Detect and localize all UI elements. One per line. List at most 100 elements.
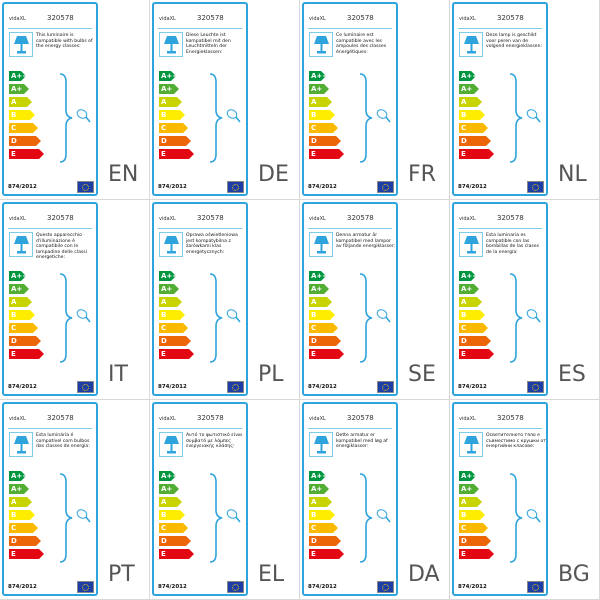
model-number: 320578 bbox=[347, 214, 374, 222]
brand-name: vidaXL bbox=[159, 416, 176, 422]
energy-class-bar: A bbox=[309, 497, 332, 507]
lamp-icon bbox=[159, 32, 183, 57]
compatibility-text: Αυτό το φωτιστικό είναι συμβατό με λάμπε… bbox=[186, 433, 243, 450]
compatibility-text: Deze lamp is geschikt voor peren van de … bbox=[486, 33, 543, 50]
brand-name: vidaXL bbox=[9, 416, 26, 422]
regulation-number: 874/2012 bbox=[158, 184, 187, 190]
eu-flag-icon bbox=[377, 381, 394, 393]
energy-label-panel: vidaXL 320578 Questo apparecchio d'illum… bbox=[0, 200, 150, 400]
divider bbox=[158, 228, 242, 229]
lamp-icon bbox=[309, 232, 333, 257]
language-code: PT bbox=[108, 562, 135, 587]
energy-class-bar: D bbox=[309, 536, 341, 546]
energy-class-bar: B bbox=[9, 110, 35, 120]
regulation-number: 874/2012 bbox=[158, 384, 187, 390]
model-number: 320578 bbox=[197, 14, 224, 22]
energy-class-bar: E bbox=[459, 549, 494, 559]
regulation-number: 874/2012 bbox=[458, 384, 487, 390]
energy-class-bar: D bbox=[9, 536, 41, 546]
lamp-icon bbox=[309, 32, 333, 57]
energy-class-bar: D bbox=[459, 536, 491, 546]
energy-class-bar: E bbox=[9, 349, 44, 359]
lamp-icon bbox=[159, 232, 183, 257]
energy-class-bar: B bbox=[309, 310, 335, 320]
divider bbox=[8, 428, 92, 429]
energy-class-bar: E bbox=[159, 549, 194, 559]
compatibility-text: Dette armatur er kompatibel med løg af e… bbox=[336, 433, 388, 450]
energy-class-bar: E bbox=[9, 549, 44, 559]
energy-class-bar: C bbox=[9, 523, 38, 533]
energy-class-bar: A bbox=[309, 297, 332, 307]
eu-flag-icon bbox=[527, 581, 544, 593]
model-number: 320578 bbox=[47, 14, 74, 22]
divider bbox=[308, 28, 392, 29]
label-card: vidaXL 320578 This luminaire is compatib… bbox=[2, 2, 98, 196]
brand-name: vidaXL bbox=[459, 16, 476, 22]
energy-class-bar: B bbox=[309, 110, 335, 120]
energy-class-bar: C bbox=[459, 323, 488, 333]
label-card: vidaXL 320578 Questo apparecchio d'illum… bbox=[2, 202, 98, 396]
energy-class-bar: D bbox=[159, 536, 191, 546]
energy-class-bar: B bbox=[309, 510, 335, 520]
divider bbox=[458, 428, 542, 429]
energy-label-panel: vidaXL 320578 Oprawa oświetleniowa jest … bbox=[150, 200, 300, 400]
model-number: 320578 bbox=[497, 214, 524, 222]
language-code: SE bbox=[408, 362, 436, 387]
energy-class-bar: A bbox=[459, 497, 482, 507]
regulation-number: 874/2012 bbox=[8, 384, 37, 390]
energy-class-bar: E bbox=[309, 549, 344, 559]
compatibility-text: Ce luminaire est compatible avec les amp… bbox=[336, 33, 387, 55]
eu-flag-icon bbox=[527, 381, 544, 393]
brace-bulb-icon bbox=[509, 273, 541, 363]
regulation-number: 874/2012 bbox=[8, 584, 37, 590]
energy-class-bar: A++ bbox=[311, 272, 329, 280]
energy-class-bar: A+ bbox=[9, 284, 29, 294]
eu-flag-icon bbox=[527, 181, 544, 193]
model-number: 320578 bbox=[197, 214, 224, 222]
energy-class-bar: E bbox=[159, 149, 194, 159]
energy-class-bar: C bbox=[459, 123, 488, 133]
energy-label-panel: vidaXL 320578 Ce luminaire est compatibl… bbox=[300, 0, 450, 200]
energy-class-bar: A bbox=[159, 97, 182, 107]
label-card: vidaXL 320578 Αυτό το φωτιστικό είναι συ… bbox=[152, 402, 248, 596]
energy-class-bar: A++ bbox=[161, 72, 179, 80]
energy-class-bar: A++ bbox=[461, 272, 479, 280]
energy-label-panel: vidaXL 320578 This luminaire is compatib… bbox=[0, 0, 150, 200]
brace-bulb-icon bbox=[359, 473, 391, 563]
energy-label-panel: vidaXL 320578 Esta luminaria es compatib… bbox=[450, 200, 600, 400]
energy-class-bar: D bbox=[9, 136, 41, 146]
lamp-icon bbox=[9, 432, 33, 457]
brace-bulb-icon bbox=[59, 473, 91, 563]
energy-class-bar: A+ bbox=[159, 284, 179, 294]
energy-class-bar: B bbox=[159, 310, 185, 320]
energy-class-bar: A+ bbox=[459, 84, 479, 94]
energy-class-bar: A bbox=[159, 297, 182, 307]
energy-class-bar: C bbox=[159, 323, 188, 333]
brand-name: vidaXL bbox=[159, 216, 176, 222]
label-card: vidaXL 320578 Deze lamp is geschikt voor… bbox=[452, 2, 548, 196]
energy-class-bar: A bbox=[309, 97, 332, 107]
compatibility-text: Diese Leuchte ist kompatibel mit den Leu… bbox=[186, 33, 231, 55]
eu-flag-icon bbox=[227, 181, 244, 193]
energy-class-bar: D bbox=[9, 336, 41, 346]
energy-label-panel: vidaXL 320578 Dette armatur er kompatibe… bbox=[300, 400, 450, 600]
label-card: vidaXL 320578 Dette armatur er kompatibe… bbox=[302, 402, 398, 596]
energy-class-bar: C bbox=[309, 123, 338, 133]
energy-class-bar: A+ bbox=[159, 84, 179, 94]
model-number: 320578 bbox=[497, 414, 524, 422]
energy-class-bar: C bbox=[159, 523, 188, 533]
eu-flag-icon bbox=[377, 581, 394, 593]
divider bbox=[158, 428, 242, 429]
model-number: 320578 bbox=[47, 214, 74, 222]
energy-class-bar: A+ bbox=[9, 84, 29, 94]
regulation-number: 874/2012 bbox=[308, 184, 337, 190]
brace-bulb-icon bbox=[359, 73, 391, 163]
model-number: 320578 bbox=[347, 414, 374, 422]
energy-class-bar: B bbox=[459, 510, 485, 520]
compatibility-text: Осветителното тяло е съвместимо с крушки… bbox=[486, 433, 546, 450]
eu-flag-icon bbox=[227, 581, 244, 593]
energy-class-bar: A bbox=[9, 97, 32, 107]
energy-class-bar: A+ bbox=[309, 484, 329, 494]
eu-flag-icon bbox=[227, 381, 244, 393]
